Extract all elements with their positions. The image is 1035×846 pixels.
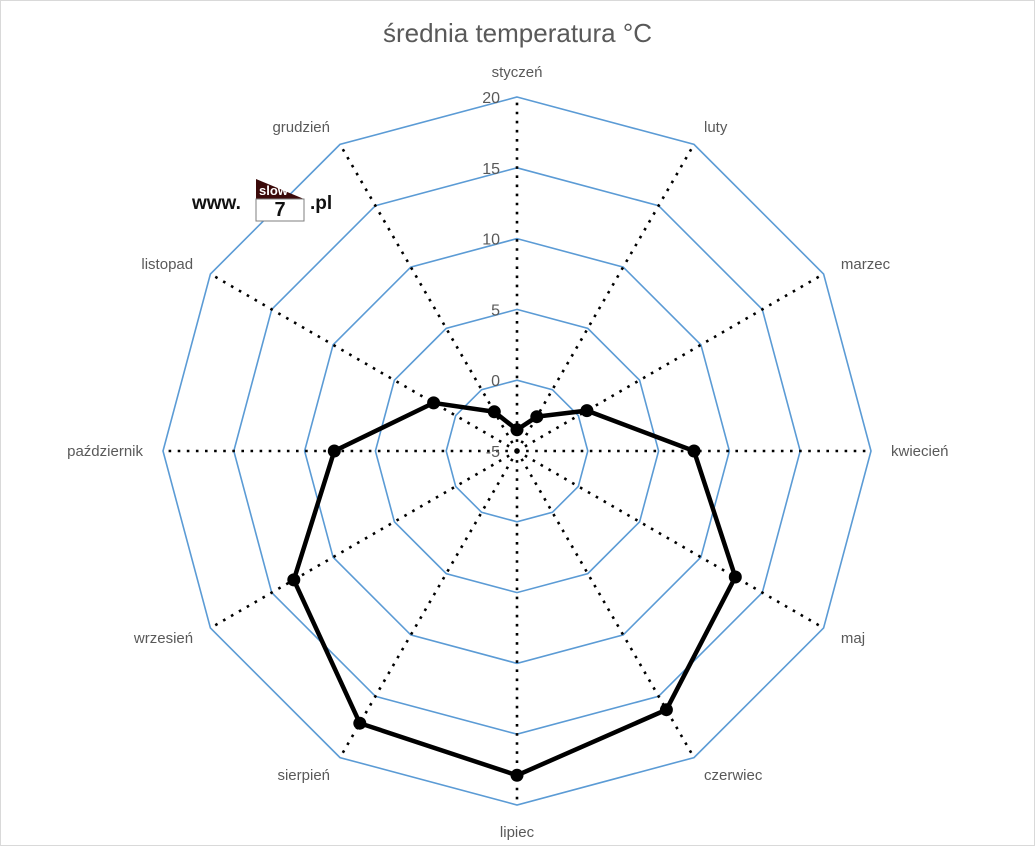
radial-tick-label: 0	[491, 373, 500, 390]
radial-tick-label: 20	[482, 90, 500, 107]
data-point	[510, 423, 524, 437]
watermark-badge-bottom: 7	[274, 199, 285, 221]
grid-ring	[303, 237, 731, 665]
watermark-suffix: .pl	[310, 193, 333, 214]
data-point	[728, 570, 742, 584]
watermark-badge: slow 7	[255, 179, 305, 222]
category-label: kwiecień	[891, 443, 949, 460]
radial-tick-label: -5	[486, 444, 500, 461]
data-point	[353, 716, 367, 730]
data-point	[580, 404, 594, 418]
category-label: listopad	[141, 256, 193, 273]
axis-spoke	[516, 449, 825, 630]
data-point	[530, 410, 544, 424]
data-point	[427, 396, 441, 410]
data-point	[659, 703, 673, 717]
data-point	[687, 444, 701, 458]
grid-ring	[374, 308, 660, 594]
category-label: luty	[704, 119, 728, 136]
data-series	[287, 396, 742, 782]
category-label: sierpień	[277, 767, 330, 784]
watermark-logo: www. slow 7 .pl	[192, 177, 342, 225]
category-label: październik	[67, 443, 143, 460]
category-label: wrzesień	[133, 630, 193, 647]
data-point	[487, 405, 501, 419]
radial-tick-labels: 20 15 10 5 0 -5	[482, 90, 500, 461]
axis-spoke	[515, 143, 696, 452]
axis-spoke	[209, 272, 518, 453]
category-label: marzec	[841, 256, 891, 273]
radial-tick-label: 15	[482, 161, 500, 178]
chart-title: średnia temperatura °C	[382, 18, 653, 48]
radial-tick-label: 10	[482, 232, 500, 249]
grid-ring	[162, 96, 872, 806]
data-point	[287, 573, 301, 587]
watermark-prefix: www.	[192, 193, 241, 214]
category-labels: styczeń luty marzec kwiecień maj czerwiec lipi…	[67, 64, 948, 841]
grid-ring	[445, 379, 589, 523]
axis-spoke	[338, 450, 519, 759]
watermark-flag	[256, 179, 304, 199]
category-label: czerwiec	[704, 767, 763, 784]
watermark-box	[255, 198, 305, 222]
axis-spoke	[516, 272, 825, 453]
watermark-badge-top: slow	[259, 183, 289, 198]
data-point	[510, 768, 524, 782]
category-label: lipiec	[500, 824, 535, 841]
data-point	[327, 444, 341, 458]
radial-tick-label: 5	[491, 302, 500, 319]
category-label: styczeń	[492, 64, 543, 81]
axis-spoke	[209, 449, 518, 630]
category-label: maj	[841, 630, 865, 647]
category-label: grudzień	[272, 119, 330, 136]
